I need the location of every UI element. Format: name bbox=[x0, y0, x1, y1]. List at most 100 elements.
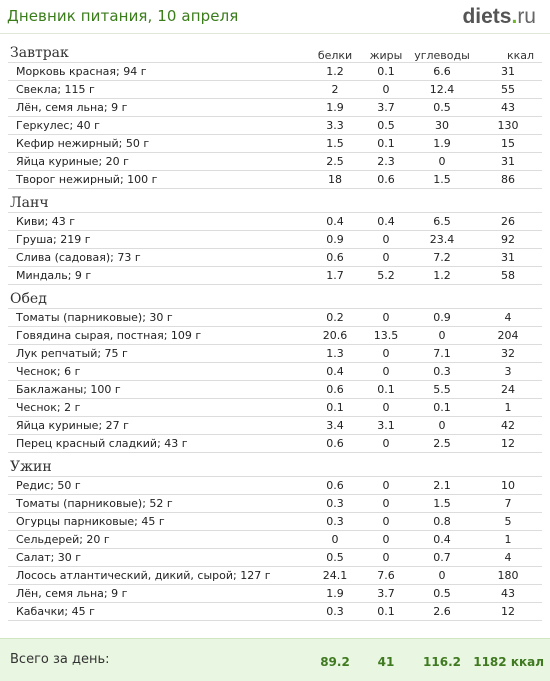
food-fat: 3.7 bbox=[377, 587, 395, 600]
food-name: Салат; 30 г bbox=[16, 551, 82, 564]
total-kcal: 1182 ккал bbox=[472, 655, 544, 669]
food-name: Свекла; 115 г bbox=[16, 83, 95, 96]
food-kcal: 7 bbox=[504, 497, 512, 510]
food-carbs: 0 bbox=[438, 419, 446, 432]
food-row: Морковь красная; 94 г 1.2 0.1 6.6 31 bbox=[8, 63, 542, 81]
food-protein: 1.5 bbox=[326, 137, 344, 150]
food-kcal: 10 bbox=[501, 479, 515, 492]
food-carbs: 1.9 bbox=[433, 137, 451, 150]
food-kcal: 43 bbox=[501, 101, 515, 114]
food-kcal: 58 bbox=[501, 269, 515, 282]
total-carbs: 116.2 bbox=[423, 655, 461, 669]
food-row: Говядина сырая, постная; 109 г 20.6 13.5 0 2… bbox=[8, 327, 542, 345]
food-row: Миндаль; 9 г 1.7 5.2 1.2 58 bbox=[8, 267, 542, 285]
meal-title: Ланч bbox=[10, 195, 49, 211]
food-row: Груша; 219 г 0.9 0 23.4 92 bbox=[8, 231, 542, 249]
food-protein: 3.3 bbox=[326, 119, 344, 132]
food-kcal: 5 bbox=[504, 515, 512, 528]
food-fat: 0 bbox=[382, 551, 390, 564]
food-kcal: 4 bbox=[504, 551, 512, 564]
food-fat: 5.2 bbox=[377, 269, 395, 282]
food-name: Томаты (парниковые); 52 г bbox=[16, 497, 173, 510]
food-carbs: 0.4 bbox=[433, 533, 451, 546]
food-protein: 2.5 bbox=[326, 155, 344, 168]
food-carbs: 30 bbox=[435, 119, 449, 132]
food-protein: 24.1 bbox=[322, 569, 348, 582]
food-fat: 0.1 bbox=[377, 137, 395, 150]
food-fat: 0 bbox=[382, 83, 390, 96]
food-carbs: 6.6 bbox=[433, 65, 451, 78]
food-fat: 0.1 bbox=[377, 383, 395, 396]
food-fat: 3.1 bbox=[377, 419, 395, 432]
food-row: Лён, семя льна; 9 г 1.9 3.7 0.5 43 bbox=[8, 585, 542, 603]
food-name: Миндаль; 9 г bbox=[16, 269, 92, 282]
meal-items: Киви; 43 г 0.4 0.4 6.5 26 Груша; 219 г 0.9 0 23.… bbox=[8, 212, 542, 285]
meal-items: Морковь красная; 94 г 1.2 0.1 6.6 31 Свекла; … bbox=[8, 62, 542, 189]
food-protein: 0.3 bbox=[326, 497, 344, 510]
food-protein: 0.6 bbox=[326, 383, 344, 396]
food-fat: 0 bbox=[382, 251, 390, 264]
food-protein: 0.4 bbox=[326, 365, 344, 378]
food-protein: 0.9 bbox=[326, 233, 344, 246]
food-fat: 0 bbox=[382, 437, 390, 450]
header-divider bbox=[0, 33, 550, 34]
column-header-protein: белки bbox=[317, 49, 353, 62]
food-kcal: 55 bbox=[501, 83, 515, 96]
food-carbs: 0 bbox=[438, 155, 446, 168]
food-name: Томаты (парниковые); 30 г bbox=[16, 311, 173, 324]
total-fat: 41 bbox=[377, 655, 395, 669]
page-title: Дневник питания, 10 апреля bbox=[7, 7, 239, 25]
food-kcal: 12 bbox=[501, 605, 515, 618]
food-row: Кабачки; 45 г 0.3 0.1 2.6 12 bbox=[8, 603, 542, 621]
food-row: Лосось атлантический, дикий, сырой; 127 … bbox=[8, 567, 542, 585]
column-header-kcal: ккал bbox=[506, 49, 534, 62]
food-row: Сельдерей; 20 г 0 0 0.4 1 bbox=[8, 531, 542, 549]
meal-items: Редис; 50 г 0.6 0 2.1 10 Томаты (парниковые);… bbox=[8, 476, 542, 621]
food-carbs: 2.1 bbox=[433, 479, 451, 492]
food-carbs: 0 bbox=[438, 569, 446, 582]
food-name: Морковь красная; 94 г bbox=[16, 65, 147, 78]
food-carbs: 1.2 bbox=[433, 269, 451, 282]
food-carbs: 0.9 bbox=[433, 311, 451, 324]
food-name: Кабачки; 45 г bbox=[16, 605, 95, 618]
food-name: Груша; 219 г bbox=[16, 233, 91, 246]
food-row: Геркулес; 40 г 3.3 0.5 30 130 bbox=[8, 117, 542, 135]
brand-dot: . bbox=[511, 5, 518, 28]
food-kcal: 12 bbox=[501, 437, 515, 450]
column-headers: белки жиры углеводы ккал bbox=[0, 49, 550, 63]
meal-section: Ужин Редис; 50 г 0.6 0 2.1 10 Томаты (парников… bbox=[0, 458, 550, 621]
meals-list: Завтрак Морковь красная; 94 г 1.2 0.1 6.6 31 С… bbox=[0, 44, 550, 621]
food-fat: 13.5 bbox=[373, 329, 399, 342]
food-row: Баклажаны; 100 г 0.6 0.1 5.5 24 bbox=[8, 381, 542, 399]
meal-title: Ужин bbox=[10, 459, 52, 475]
food-carbs: 0.3 bbox=[433, 365, 451, 378]
food-fat: 0.1 bbox=[377, 65, 395, 78]
food-name: Чеснок; 2 г bbox=[16, 401, 81, 414]
food-fat: 0 bbox=[382, 311, 390, 324]
food-carbs: 1.5 bbox=[433, 497, 451, 510]
food-fat: 0 bbox=[382, 515, 390, 528]
food-fat: 0 bbox=[382, 347, 390, 360]
food-protein: 0.1 bbox=[326, 401, 344, 414]
food-kcal: 26 bbox=[501, 215, 515, 228]
food-protein: 0.6 bbox=[326, 437, 344, 450]
food-kcal: 31 bbox=[501, 65, 515, 78]
food-protein: 1.9 bbox=[326, 587, 344, 600]
food-protein: 1.3 bbox=[326, 347, 344, 360]
food-carbs: 2.5 bbox=[433, 437, 451, 450]
total-kcal-value: 1182 bbox=[473, 655, 507, 669]
food-carbs: 0.8 bbox=[433, 515, 451, 528]
food-name: Лосось атлантический, дикий, сырой; 127 … bbox=[16, 569, 271, 582]
food-row: Чеснок; 6 г 0.4 0 0.3 3 bbox=[8, 363, 542, 381]
food-fat: 0.5 bbox=[377, 119, 395, 132]
food-carbs: 7.2 bbox=[433, 251, 451, 264]
food-row: Лён, семя льна; 9 г 1.9 3.7 0.5 43 bbox=[8, 99, 542, 117]
food-fat: 0.4 bbox=[377, 215, 395, 228]
food-kcal: 4 bbox=[504, 311, 512, 324]
brand-logo[interactable]: diets.ru bbox=[462, 5, 536, 29]
totals-label: Всего за день: bbox=[10, 652, 110, 667]
food-kcal: 31 bbox=[501, 155, 515, 168]
food-row: Творог нежирный; 100 г 18 0.6 1.5 86 bbox=[8, 171, 542, 189]
food-name: Огурцы парниковые; 45 г bbox=[16, 515, 165, 528]
food-name: Редис; 50 г bbox=[16, 479, 81, 492]
